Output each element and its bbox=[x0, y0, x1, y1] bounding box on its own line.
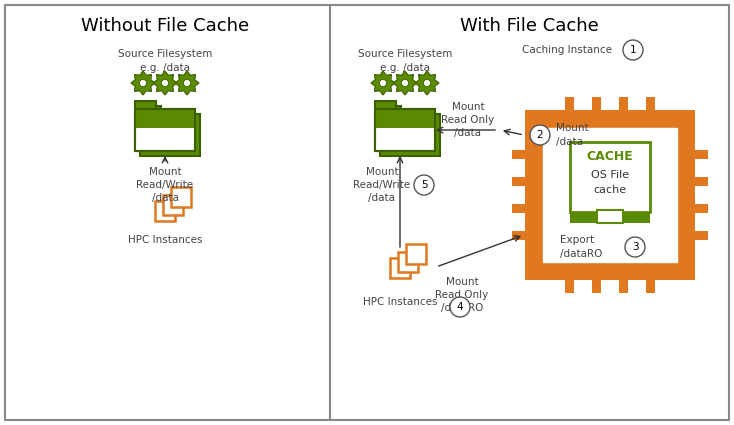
Bar bbox=[135, 109, 195, 151]
Text: Mount
/data: Mount /data bbox=[556, 123, 589, 147]
Bar bbox=[695, 231, 708, 240]
Bar bbox=[512, 150, 525, 159]
Bar bbox=[592, 280, 601, 293]
Polygon shape bbox=[415, 71, 439, 95]
Polygon shape bbox=[131, 71, 155, 95]
Polygon shape bbox=[161, 79, 169, 87]
Bar bbox=[380, 106, 401, 114]
Text: 5: 5 bbox=[421, 180, 427, 190]
Bar bbox=[570, 142, 650, 212]
Text: Mount
Read Only
/data: Mount Read Only /data bbox=[441, 102, 495, 138]
Text: Mount
Read/Write
/data: Mount Read/Write /data bbox=[354, 167, 410, 203]
Text: Mount
Read Only
/dataRO: Mount Read Only /dataRO bbox=[435, 277, 489, 313]
Polygon shape bbox=[393, 71, 417, 95]
Bar bbox=[695, 150, 708, 159]
Circle shape bbox=[530, 125, 550, 145]
Circle shape bbox=[623, 40, 643, 60]
Bar bbox=[543, 128, 677, 262]
Text: Caching Instance: Caching Instance bbox=[522, 45, 612, 55]
Bar bbox=[375, 109, 435, 151]
Text: Source Filesystem
e.g. /data: Source Filesystem e.g. /data bbox=[118, 49, 212, 73]
Polygon shape bbox=[175, 71, 199, 95]
Bar bbox=[512, 204, 525, 213]
Bar bbox=[646, 97, 655, 110]
Polygon shape bbox=[153, 71, 177, 95]
Text: Without File Cache: Without File Cache bbox=[81, 17, 249, 35]
Text: HPC Instances: HPC Instances bbox=[128, 235, 203, 245]
Bar bbox=[375, 109, 435, 128]
Bar bbox=[543, 128, 677, 262]
Bar bbox=[512, 177, 525, 186]
Bar bbox=[695, 177, 708, 186]
Polygon shape bbox=[139, 79, 147, 87]
Text: Source Filesystem
e.g. /data: Source Filesystem e.g. /data bbox=[357, 49, 452, 73]
Bar bbox=[398, 252, 418, 272]
Bar bbox=[155, 201, 175, 221]
Polygon shape bbox=[184, 79, 191, 87]
Bar bbox=[140, 114, 200, 156]
Bar bbox=[565, 97, 574, 110]
Bar bbox=[570, 212, 597, 223]
Bar bbox=[695, 204, 708, 213]
Text: 2: 2 bbox=[537, 130, 543, 140]
Bar bbox=[646, 280, 655, 293]
Bar bbox=[135, 102, 156, 109]
Text: OS File: OS File bbox=[591, 170, 629, 180]
Bar bbox=[390, 258, 410, 278]
Circle shape bbox=[625, 237, 645, 257]
Text: cache: cache bbox=[593, 185, 627, 195]
Bar bbox=[597, 210, 623, 223]
Text: 4: 4 bbox=[457, 302, 463, 312]
Polygon shape bbox=[371, 71, 395, 95]
Text: 1: 1 bbox=[630, 45, 636, 55]
Text: Mount
Read/Write
/data: Mount Read/Write /data bbox=[137, 167, 194, 204]
Polygon shape bbox=[424, 79, 431, 87]
Bar bbox=[135, 109, 195, 128]
Bar bbox=[512, 231, 525, 240]
Polygon shape bbox=[379, 79, 387, 87]
Bar bbox=[163, 195, 183, 215]
Text: HPC Instances: HPC Instances bbox=[363, 297, 437, 307]
Circle shape bbox=[450, 297, 470, 317]
Bar bbox=[592, 97, 601, 110]
Bar bbox=[375, 109, 435, 151]
Bar bbox=[140, 106, 161, 114]
Bar bbox=[565, 280, 574, 293]
Bar bbox=[619, 280, 628, 293]
Polygon shape bbox=[401, 79, 409, 87]
Bar bbox=[406, 244, 426, 264]
Text: Export
/dataRO: Export /dataRO bbox=[560, 235, 603, 258]
Bar bbox=[623, 212, 650, 223]
Bar bbox=[135, 109, 195, 151]
Bar bbox=[619, 97, 628, 110]
Text: 3: 3 bbox=[632, 242, 639, 252]
Circle shape bbox=[414, 175, 434, 195]
Bar bbox=[380, 114, 440, 156]
Bar bbox=[525, 110, 695, 280]
Bar bbox=[375, 102, 396, 109]
Text: CACHE: CACHE bbox=[586, 150, 633, 162]
Text: With File Cache: With File Cache bbox=[459, 17, 598, 35]
Bar bbox=[171, 187, 191, 207]
